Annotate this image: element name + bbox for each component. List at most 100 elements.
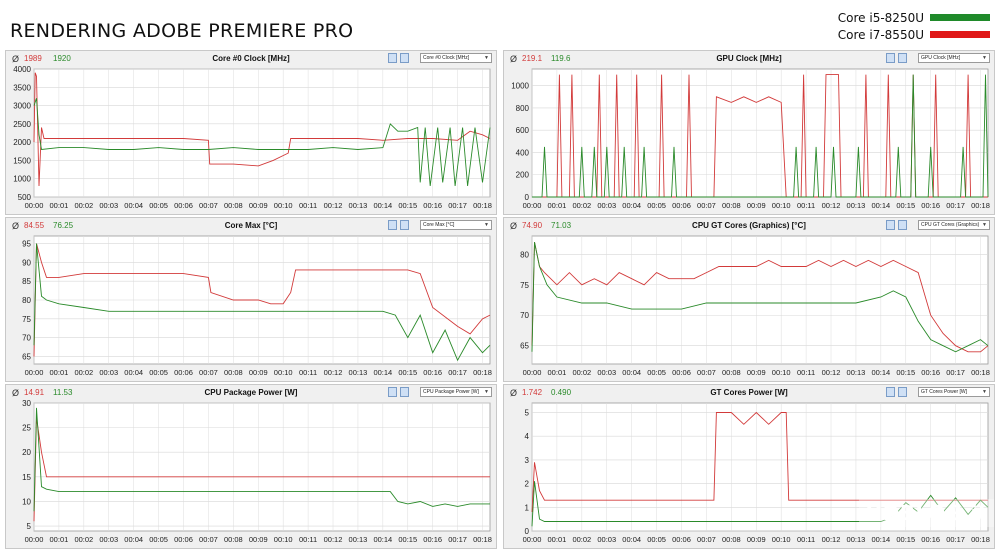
chevron-down-icon: ▼ [982,55,987,61]
x-tick-label: 00:13 [847,368,866,377]
legend-label-i7: Core i7-8550U [837,27,924,42]
x-tick-label: 00:06 [174,201,193,210]
x-tick-label: 00:04 [622,535,641,544]
chart-title: GPU Clock [MHz] [716,54,782,63]
x-tick-label: 00:15 [398,201,417,210]
watermark-logo: HDBLOG.it [859,499,994,527]
x-tick-label: 00:15 [896,201,915,210]
y-tick-label: 5 [525,408,530,417]
chart-panel-4: Ø 74.90 71.03 CPU GT Cores (Graphics) [°C] C… [503,217,995,382]
x-tick-label: 00:15 [398,535,417,544]
x-tick-label: 00:14 [871,368,890,377]
x-tick-label: 00:14 [871,535,890,544]
y-tick-label: 200 [516,171,530,180]
pin-icon[interactable] [400,387,409,397]
chevron-down-icon: ▼ [982,222,987,228]
y-tick-label: 75 [520,281,529,290]
x-tick-label: 00:03 [99,201,118,210]
chart-title: CPU GT Cores (Graphics) [°C] [692,221,806,230]
x-tick-label: 00:09 [249,201,268,210]
x-tick-label: 00:12 [822,368,841,377]
info-icon[interactable] [388,53,397,63]
x-tick-label: 00:01 [50,368,69,377]
x-tick-label: 00:04 [622,201,641,210]
pin-icon[interactable] [400,53,409,63]
legend-label-i5: Core i5-8250U [837,10,924,25]
series-line-green [33,407,490,512]
y-tick-label: 0 [525,193,530,202]
average-value-i7: 219.1 [522,54,543,63]
chart-plot: 65 70 75 80 85 90 95 00:00 00:01 00:02 00:03 00:04 0… [22,235,492,377]
average-symbol: Ø [510,388,518,398]
x-tick-label: 00:07 [199,535,218,544]
average-value-i7: 14.91 [24,388,45,397]
info-icon[interactable] [886,53,895,63]
pin-icon[interactable] [898,53,907,63]
chart-title: Core Max [°C] [224,221,278,230]
chart-plot: 65 70 75 80 00:00 00:01 00:02 00:03 00:04 00:05 00… [520,235,990,377]
y-tick-label: 500 [18,193,32,202]
x-tick-label: 00:13 [349,201,368,210]
x-tick-label: 00:11 [797,201,815,210]
x-tick-label: 00:18 [473,201,492,210]
x-tick-label: 00:02 [74,201,93,210]
panel-header: Ø 219.1 119.6 GPU Clock [MHz] GPU Clock [MHz… [504,51,994,67]
y-tick-label: 10 [22,497,31,506]
info-icon[interactable] [388,220,397,230]
series-line-green [531,481,989,527]
info-icon[interactable] [886,220,895,230]
x-tick-label: 00:09 [747,368,766,377]
average-value-i5: 71.03 [551,221,572,230]
pin-icon[interactable] [400,220,409,230]
y-tick-label: 85 [22,277,31,286]
x-tick-label: 00:14 [373,201,392,210]
average-symbol: Ø [510,221,518,231]
x-tick-label: 00:02 [572,201,591,210]
sensor-select[interactable]: CPU GT Cores (Graphics) ▼ [918,220,990,230]
x-tick-label: 00:03 [597,201,616,210]
x-tick-label: 00:05 [647,201,666,210]
info-icon[interactable] [388,387,397,397]
x-tick-label: 00:10 [772,201,791,210]
series-line-green [33,243,491,362]
sensor-select[interactable]: GPU Clock [MHz] ▼ [918,53,990,63]
sensor-select[interactable]: GT Cores Power [W] ▼ [918,387,990,397]
x-tick-label: 00:16 [423,535,442,544]
y-tick-label: 2 [525,480,530,489]
x-tick-label: 00:09 [249,368,268,377]
pin-icon[interactable] [898,220,907,230]
series-line-red [531,411,988,513]
x-tick-label: 00:00 [523,368,542,377]
pin-icon[interactable] [898,387,907,397]
x-tick-label: 00:17 [946,368,965,377]
chart-plot: 5 10 15 20 25 30 00:00 00:01 00:02 00:03 00:04 00:0… [22,399,492,544]
plot-area [531,235,989,365]
series-line-green [531,242,989,353]
x-tick-label: 00:14 [871,201,890,210]
sensor-select[interactable]: Core Max [°C] ▼ [420,220,492,230]
info-icon[interactable] [886,387,895,397]
x-tick-label: 00:15 [896,535,915,544]
x-tick-label: 00:09 [747,201,766,210]
x-tick-label: 00:03 [99,368,118,377]
x-tick-label: 00:08 [224,368,243,377]
x-tick-label: 00:12 [822,535,841,544]
x-tick-label: 00:04 [124,535,143,544]
y-tick-label: 90 [22,258,31,267]
chevron-down-icon: ▼ [484,222,489,228]
x-tick-label: 00:09 [747,535,766,544]
y-tick-label: 3000 [13,102,31,111]
x-tick-label: 00:08 [224,201,243,210]
x-tick-label: 00:03 [597,368,616,377]
series-line-red [33,417,490,522]
sensor-select[interactable]: Core #0 Clock [MHz] ▼ [420,53,492,63]
x-tick-label: 00:11 [299,368,317,377]
sensor-select[interactable]: CPU Package Power [W] ▼ [420,387,492,397]
panel-header: Ø 1.742 0.490 GT Cores Power [W] GT Cores Po… [504,385,994,401]
x-tick-label: 00:12 [324,368,343,377]
x-tick-label: 00:00 [523,201,542,210]
x-tick-label: 00:17 [448,535,467,544]
panel-header: Ø 84.55 76.25 Core Max [°C] Core Max [°C] ▼ [6,218,496,234]
y-tick-label: 75 [22,315,31,324]
y-tick-label: 25 [22,424,31,433]
